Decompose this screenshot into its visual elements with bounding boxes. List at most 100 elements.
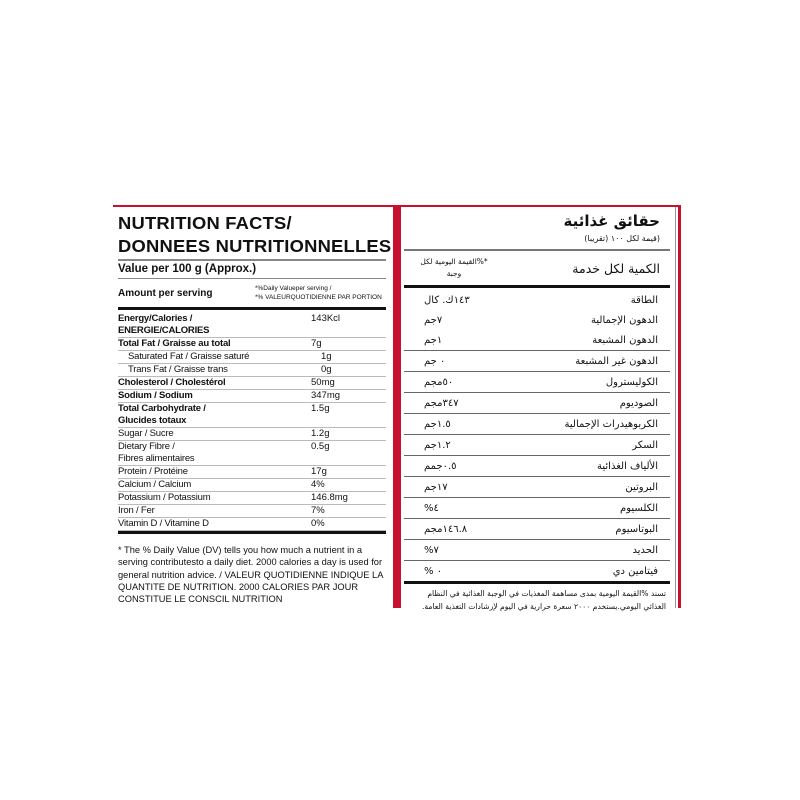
nutrient-value: ١.٢جم: [424, 439, 451, 451]
nutrient-name: Cholesterol / Cholestérol: [118, 377, 226, 388]
nutrient-name: الطاقة: [630, 294, 658, 306]
nutrient-name: Trans Fat / Graisse trans: [128, 364, 228, 375]
arabic-amount-header: الكمية لكل خدمة *%القيمة اليومية لكل وجب…: [404, 249, 670, 288]
nutrient-value: 0.5g: [311, 441, 330, 452]
nutrient-value: ٠.٥جمم: [424, 460, 457, 472]
nutrient-value: ١جم: [424, 334, 443, 346]
table-row: الكربوهيدرات الإجمالية ١.٥جم: [404, 413, 670, 434]
arabic-dv-label: *%القيمة اليومية لكل وجبة: [420, 257, 488, 278]
nutrient-name: Dietary Fibre / Fibres alimentaires: [118, 441, 195, 464]
arabic-subtitle: (قيمة لكل ١٠٠ (تقريبا): [584, 234, 660, 243]
dv-line-1: *%Daily Valueper serving /: [255, 285, 332, 292]
table-row: الكوليسترول ٥٠مجم: [404, 371, 670, 392]
arabic-nutrient-table: الطاقة ١٤٣ك. كال الدهون الإجمالية ٧جم الدهون…: [404, 290, 670, 584]
nutrient-name: الدهون غير المشبعة: [575, 355, 658, 367]
nutrient-name: الدهون الإجمالية: [591, 314, 658, 326]
nutrient-value: 1.5g: [311, 403, 330, 414]
table-row: Total Fat / Graisse au total 7g: [118, 338, 386, 351]
nutrient-value: 1.2g: [311, 428, 330, 439]
amount-header: Amount per serving *%Daily Valueper serv…: [118, 279, 386, 310]
center-red-divider: [393, 205, 401, 608]
nutrient-value: ٠ جم: [424, 355, 446, 367]
footnote: * The % Daily Value (DV) tells you how m…: [118, 545, 383, 605]
table-row: الصوديوم ٣٤٧مجم: [404, 392, 670, 413]
arabic-panel: حقائق غذائية (قيمة لكل ١٠٠ (تقريبا) الكم…: [404, 210, 670, 613]
nutrient-name: السكر: [632, 439, 658, 451]
right-gray-border: [675, 207, 676, 608]
nutrient-value: ١٧جم: [424, 481, 448, 493]
table-row: Potassium / Potassium 146.8mg: [118, 492, 386, 505]
nutrient-value: 50mg: [311, 377, 335, 388]
arabic-amount-label: الكمية لكل خدمة: [572, 260, 660, 276]
nutrient-name: Sodium / Sodium: [118, 390, 193, 401]
table-row: Calcium / Calcium 4%: [118, 479, 386, 492]
nutrient-name: Calcium / Calcium: [118, 479, 192, 490]
nutrient-value: ٥٠مجم: [424, 376, 454, 388]
nutrient-name: Iron / Fer: [118, 505, 155, 516]
nutrient-name: البوتاسيوم: [615, 523, 658, 535]
nutrient-value: ٧%: [424, 544, 439, 556]
nutrient-name: Protein / Protéine: [118, 466, 188, 477]
nutrient-name: Potassium / Potassium: [118, 492, 211, 503]
table-row: Vitamin D / Vitamine D 0%: [118, 518, 386, 531]
nutrient-name: الكربوهيدرات الإجمالية: [564, 418, 658, 430]
table-row: فيتامين دي ٠ %: [404, 560, 670, 581]
nutrient-value: ٧جم: [424, 314, 443, 326]
nutrient-name: الألياف الغذائية: [597, 460, 658, 472]
nutrient-name: Energy/Calories / ENERGIE/CALORIES: [118, 313, 210, 336]
table-row: Sugar / Sucre 1.2g: [118, 428, 386, 441]
table-row: Energy/Calories / ENERGIE/CALORIES 143Kcl: [118, 313, 386, 338]
table-row: Saturated Fat / Graisse saturé 1g: [118, 351, 386, 364]
nutrient-name: الحديد: [632, 544, 658, 556]
table-row: Protein / Protéine 17g: [118, 466, 386, 479]
nutrient-value: ١.٥جم: [424, 418, 451, 430]
nutrient-value: ١٤٦.٨مجم: [424, 523, 468, 535]
nutrient-name: Vitamin D / Vitamine D: [118, 518, 209, 529]
english-french-panel: NUTRITION FACTS/ DONNEES NUTRITIONNELLES…: [118, 210, 391, 605]
table-row: Cholesterol / Cholestérol 50mg: [118, 377, 386, 390]
table-row: Total Carbohydrate / Glucides totaux 1.5g: [118, 403, 386, 428]
nutrient-value: ٤%: [424, 502, 439, 514]
table-row: الكلسيوم ٤%: [404, 497, 670, 518]
table-row: البوتاسيوم ١٤٦.٨مجم: [404, 518, 670, 539]
daily-value-header: *%Daily Valueper serving / *% VALEURQUOT…: [255, 284, 382, 302]
nutrient-value: 1g: [321, 351, 332, 362]
arabic-title: حقائق غذائية: [563, 212, 660, 230]
table-row: الألياف الغذائية ٠.٥جمم: [404, 455, 670, 476]
table-row: الدهون المشبعة ١جم: [404, 330, 670, 350]
table-row: البروتين ١٧جم: [404, 476, 670, 497]
table-row: Iron / Fer 7%: [118, 505, 386, 518]
value-per-label: Value per 100 g (Approx.): [118, 259, 386, 279]
dv-line-2: *% VALEURQUOTIDIENNE PAR PORTION: [255, 294, 382, 301]
nutrient-name: الكلسيوم: [620, 502, 658, 514]
table-row: Sodium / Sodium 347mg: [118, 390, 386, 403]
nutrient-name: Saturated Fat / Graisse saturé: [128, 351, 250, 362]
table-row: الدهون غير المشبعة ٠ جم: [404, 350, 670, 371]
nutrient-value: ١٤٣ك. كال: [424, 294, 470, 306]
nutrient-value: 347mg: [311, 390, 341, 401]
nutrient-table: Energy/Calories / ENERGIE/CALORIES 143Kcl…: [118, 313, 386, 534]
table-row: Trans Fat / Graisse trans 0g: [118, 364, 386, 377]
right-red-border: [678, 205, 681, 608]
nutrient-name: Total Carbohydrate / Glucides totaux: [118, 403, 206, 426]
nutrient-value: 0%: [311, 518, 325, 529]
nutrient-value: 17g: [311, 466, 327, 477]
nutrient-value: ٠ %: [424, 565, 443, 577]
nutrient-value: 7g: [311, 338, 322, 349]
table-row: الطاقة ١٤٣ك. كال: [404, 290, 670, 310]
nutrient-name: الصوديوم: [619, 397, 658, 409]
table-row: Dietary Fibre / Fibres alimentaires 0.5g: [118, 441, 386, 466]
nutrient-value: 0g: [321, 364, 332, 375]
nutrient-name: Sugar / Sucre: [118, 428, 174, 439]
nutrient-name: فيتامين دي: [612, 565, 658, 577]
arabic-footnote: تسند %القيمة اليومية بمدى مساهمة المغذيا…: [421, 589, 666, 611]
table-row: الحديد ٧%: [404, 539, 670, 560]
table-row: الدهون الإجمالية ٧جم: [404, 310, 670, 330]
nutrient-name: Total Fat / Graisse au total: [118, 338, 231, 349]
title-line-2: DONNEES NUTRITIONNELLES: [118, 236, 392, 256]
nutrient-value: 4%: [311, 479, 325, 490]
nutrient-name: الدهون المشبعة: [592, 334, 658, 346]
table-row: السكر ١.٢جم: [404, 434, 670, 455]
nutrient-name: البروتين: [625, 481, 658, 493]
nutrient-value: 7%: [311, 505, 325, 516]
